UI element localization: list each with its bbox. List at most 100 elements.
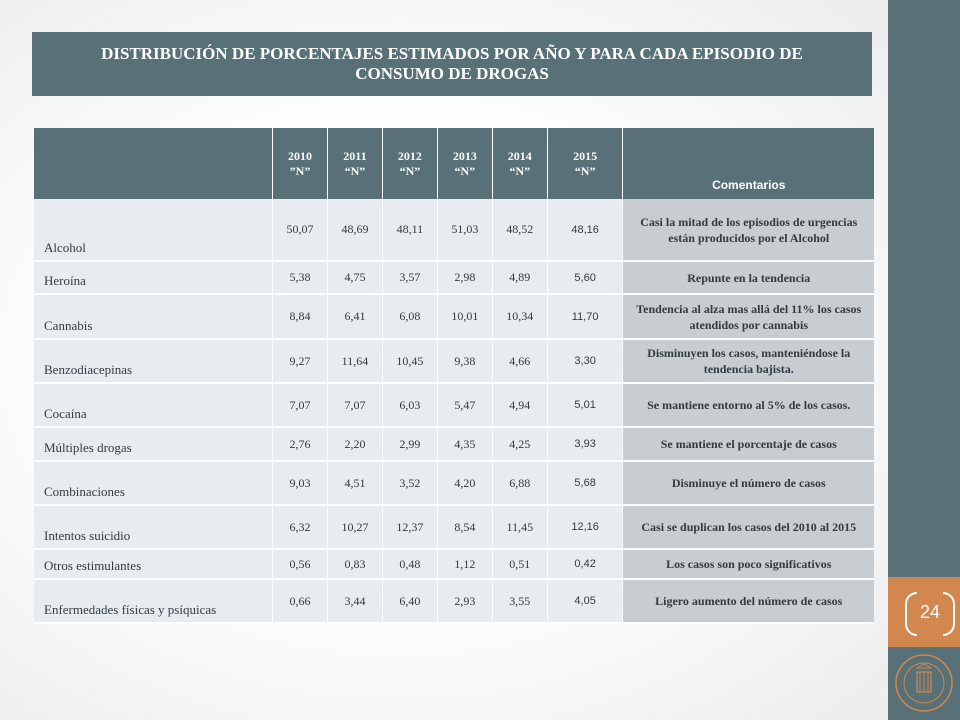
value-cell: 6,88	[492, 461, 548, 506]
value-cell: 0,83	[327, 549, 383, 580]
header-n: “N”	[509, 163, 531, 178]
value-cell: 12,37	[382, 505, 438, 550]
value-cell: 10,34	[492, 294, 548, 340]
row-label: Otros estimulantes	[34, 549, 274, 580]
row-label: Alcohol	[34, 199, 274, 262]
value-cell: 4,51	[327, 461, 383, 506]
value-cell: 5,01	[547, 383, 624, 428]
value-cell: 3,52	[382, 461, 438, 506]
value-cell: 9,27	[272, 339, 328, 384]
slide-title-bar: DISTRIBUCIÓN DE PORCENTAJES ESTIMADOS PO…	[32, 32, 872, 96]
table-row: Benzodiacepinas 9,27 11,64 10,45 9,38 4,66 3,3…	[34, 339, 874, 384]
value-cell: 9,38	[437, 339, 493, 384]
value-cell: 3,44	[327, 579, 383, 624]
value-cell: 0,56	[272, 549, 328, 580]
value-cell: 7,07	[272, 383, 328, 428]
value-cell: 0,42	[547, 549, 624, 580]
value-cell: 9,03	[272, 461, 328, 506]
value-cell: 4,66	[492, 339, 548, 384]
left-bracket-icon	[905, 592, 917, 636]
header-2013: 2013 “N”	[437, 128, 493, 199]
value-cell: 8,84	[272, 294, 328, 340]
value-cell: 3,57	[382, 261, 438, 295]
header-empty	[34, 128, 274, 199]
value-cell: 5,60	[547, 261, 624, 295]
header-year: 2010	[287, 148, 312, 163]
header-year: 2011	[343, 148, 367, 163]
value-cell: 48,52	[492, 199, 548, 262]
value-cell: 5,47	[437, 383, 493, 428]
value-cell: 48,69	[327, 199, 383, 262]
value-cell: 4,05	[547, 579, 624, 624]
row-label: Intentos suicidio	[34, 505, 274, 550]
value-cell: 7,07	[327, 383, 383, 428]
value-cell: 2,99	[382, 427, 438, 462]
value-cell: 12,16	[547, 505, 624, 550]
table-row: Otros estimulantes 0,56 0,83 0,48 1,12 0,51 0,…	[34, 549, 874, 580]
table-row: Combinaciones 9,03 4,51 3,52 4,20 6,88 5,68 Dis…	[34, 461, 874, 506]
value-cell: 2,98	[437, 261, 493, 295]
header-2011: 2011 “N”	[327, 128, 383, 199]
value-cell: 3,55	[492, 579, 548, 624]
comment-cell: Ligero aumento del número de casos	[622, 579, 874, 624]
value-cell: 51,03	[437, 199, 493, 262]
header-n: “N”	[399, 163, 421, 178]
value-cell: 6,40	[382, 579, 438, 624]
comment-cell: Tendencia al alza mas allá del 11% los c…	[622, 294, 874, 340]
value-cell: 4,75	[327, 261, 383, 295]
value-cell: 11,45	[492, 505, 548, 550]
value-cell: 4,25	[492, 427, 548, 462]
value-cell: 8,54	[437, 505, 493, 550]
value-cell: 3,30	[547, 339, 624, 384]
comment-cell: Repunte en la tendencia	[622, 261, 874, 295]
slide-title: DISTRIBUCIÓN DE PORCENTAJES ESTIMADOS PO…	[101, 44, 803, 83]
value-cell: 6,08	[382, 294, 438, 340]
comment-cell: Se mantiene el porcentaje de casos	[622, 427, 874, 462]
value-cell: 0,66	[272, 579, 328, 624]
row-label: Heroína	[34, 261, 274, 295]
value-cell: 3,93	[547, 427, 624, 462]
institution-seal-icon	[895, 654, 953, 712]
row-label: Múltiples drogas	[34, 427, 274, 462]
table-row: Alcohol 50,07 48,69 48,11 51,03 48,52 48,16 Cas…	[34, 199, 874, 262]
row-label: Benzodiacepinas	[34, 339, 274, 384]
table-row: Intentos suicidio 6,32 10,27 12,37 8,54 11,45…	[34, 505, 874, 550]
table-row: Cocaína 7,07 7,07 6,03 5,47 4,94 5,01 Se mantie…	[34, 383, 874, 428]
header-2015: 2015 “N”	[547, 128, 624, 199]
value-cell: 10,45	[382, 339, 438, 384]
comment-cell: Disminuye el número de casos	[622, 461, 874, 506]
value-cell: 11,64	[327, 339, 383, 384]
header-2012: 2012 “N”	[382, 128, 438, 199]
value-cell: 0,48	[382, 549, 438, 580]
table-row: Enfermedades físicas y psíquicas 0,66 3,44…	[34, 579, 874, 624]
header-year: 2015	[573, 148, 598, 163]
value-cell: 6,41	[327, 294, 383, 340]
value-cell: 10,27	[327, 505, 383, 550]
page-number-badge: 24	[905, 592, 955, 636]
row-label: Cocaína	[34, 383, 274, 428]
value-cell: 48,11	[382, 199, 438, 262]
value-cell: 2,20	[327, 427, 383, 462]
value-cell: 6,32	[272, 505, 328, 550]
comment-cell: Casi se duplican los casos del 2010 al 2…	[622, 505, 874, 550]
value-cell: 50,07	[272, 199, 328, 262]
value-cell: 4,89	[492, 261, 548, 295]
header-year: 2013	[452, 148, 477, 163]
table-row: Múltiples drogas 2,76 2,20 2,99 4,35 4,25 3,93…	[34, 427, 874, 462]
page-number: 24	[919, 601, 941, 622]
header-year: 2014	[507, 148, 532, 163]
comment-cell: Disminuyen los casos, manteniéndose la t…	[622, 339, 874, 384]
table-header-row: 2010 ”N” 2011 “N” 2012 “N” 2013 “N” 2014 “N” …	[34, 128, 874, 199]
value-cell: 1,12	[437, 549, 493, 580]
value-cell: 5,68	[547, 461, 624, 506]
page-number-band	[888, 577, 960, 647]
row-label: Enfermedades físicas y psíquicas	[34, 579, 274, 624]
value-cell: 4,94	[492, 383, 548, 428]
header-2014: 2014 “N”	[492, 128, 548, 199]
value-cell: 0,51	[492, 549, 548, 580]
value-cell: 4,35	[437, 427, 493, 462]
header-2010: 2010 ”N”	[272, 128, 328, 199]
value-cell: 2,76	[272, 427, 328, 462]
comment-cell: Casi la mitad de los episodios de urgenc…	[622, 199, 874, 262]
value-cell: 48,16	[547, 199, 624, 262]
